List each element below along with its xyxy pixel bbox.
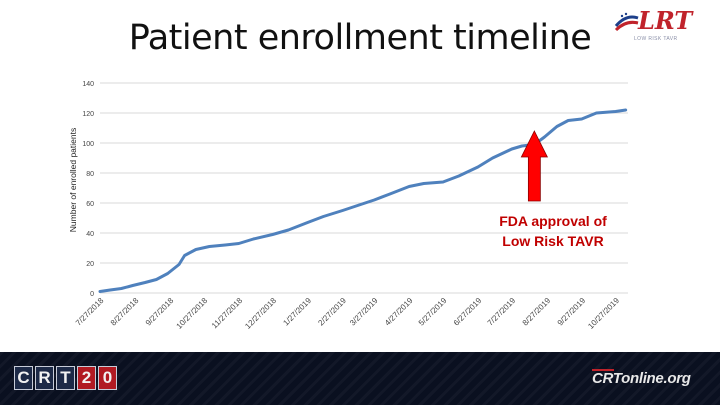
annotation-line-2: Low Risk TAVR	[502, 233, 604, 249]
y-tick-label: 80	[86, 171, 94, 178]
x-tick-label: 1/27/2019	[281, 296, 313, 328]
x-tick-label: 3/27/2019	[348, 296, 380, 328]
x-tick-label: 7/27/2018	[74, 296, 106, 328]
x-tick-label: 6/27/2019	[452, 296, 484, 328]
x-tick-label: 8/27/2018	[109, 296, 141, 328]
crt-logo-letter: R	[35, 366, 54, 390]
y-tick-label: 20	[86, 261, 94, 268]
y-tick-labels: 0 20 40 60 80 100 120 140	[82, 81, 94, 298]
y-tick-label: 140	[82, 81, 94, 88]
y-axis-label: Number of enrolled patients	[68, 128, 78, 232]
fda-approval-arrow	[520, 130, 549, 202]
y-tick-label: 120	[82, 111, 94, 118]
flag-swoosh-icon	[614, 12, 639, 32]
x-tick-label: 9/27/2019	[556, 296, 588, 328]
x-tick-label: 8/27/2019	[521, 296, 553, 328]
x-tick-label: 10/27/2018	[175, 296, 210, 331]
x-tick-label: 4/27/2019	[383, 296, 415, 328]
x-tick-label: 12/27/2018	[243, 296, 278, 331]
x-tick-labels: 7/27/2018 8/27/2018 9/27/2018 10/27/2018 11/…	[74, 296, 622, 331]
y-tick-label: 40	[86, 231, 94, 238]
logo-text: LRT	[638, 6, 693, 35]
y-tick-label: 0	[90, 291, 94, 298]
slide-title: Patient enrollment timeline	[128, 18, 592, 58]
lrt-logo: LRT LOW RISK TAVR	[612, 6, 702, 46]
fda-approval-annotation: FDA approval of Low Risk TAVR	[478, 211, 628, 251]
red-arrow-shape	[520, 130, 549, 202]
y-tick-label: 100	[82, 141, 94, 148]
crtonline-accent	[592, 369, 614, 371]
footer-bar: C R T 2 0 CRTonline.org	[0, 352, 720, 405]
crt20-logo: C R T 2 0	[14, 366, 119, 390]
x-tick-label: 2/27/2019	[316, 296, 348, 328]
x-tick-label: 7/27/2019	[486, 296, 518, 328]
crtonline-logo: CRTonline.org	[592, 370, 691, 387]
logo-subtext: LOW RISK TAVR	[634, 36, 678, 42]
annotation-line-1: FDA approval of	[499, 213, 607, 229]
crt-logo-letter: T	[56, 366, 75, 390]
crt-logo-digit: 2	[77, 366, 96, 390]
y-tick-label: 60	[86, 201, 94, 208]
x-tick-label: 9/27/2018	[144, 296, 176, 328]
x-tick-label: 5/27/2019	[417, 296, 449, 328]
footer-pattern	[0, 352, 720, 405]
x-tick-label: 10/27/2019	[586, 296, 621, 331]
crt-logo-digit: 0	[98, 366, 117, 390]
crt-logo-letter: C	[14, 366, 33, 390]
x-tick-label: 11/27/2018	[210, 296, 245, 331]
enrollment-series-line	[98, 108, 628, 293]
